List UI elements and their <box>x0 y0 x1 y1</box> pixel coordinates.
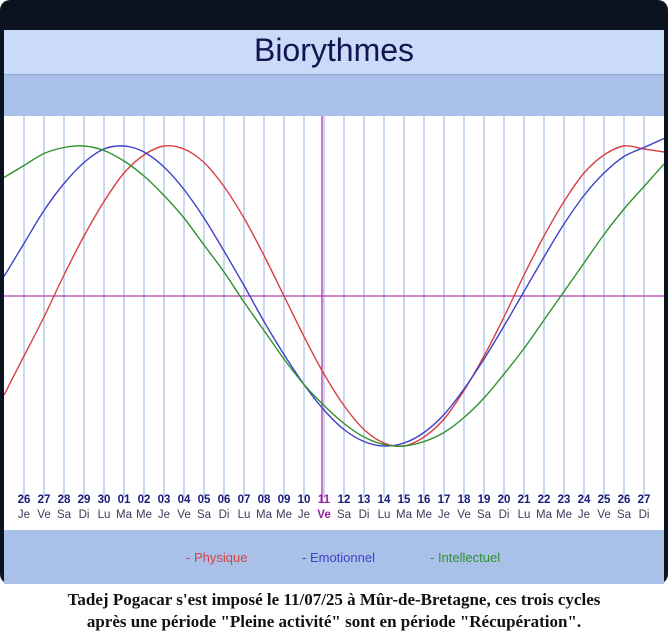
x-tick-weekday: Sa <box>337 509 352 521</box>
x-tick-day: 05 <box>198 494 211 506</box>
x-tick-day: 07 <box>238 494 251 506</box>
x-tick-weekday: Je <box>578 509 590 521</box>
x-tick-weekday: Sa <box>477 509 492 521</box>
x-tick-weekday: Lu <box>98 509 111 521</box>
caption-line-2: après une période "Pleine activité" sont… <box>86 612 582 631</box>
legend-item-emotionnel: - Emotionnel <box>302 550 375 565</box>
x-tick-weekday: Sa <box>57 509 72 521</box>
x-tick-day: 01 <box>118 494 131 506</box>
x-tick-day: 18 <box>458 494 471 506</box>
x-tick-day: 22 <box>538 494 551 506</box>
x-tick-day: 02 <box>138 494 151 506</box>
x-tick-weekday: Ma <box>256 509 273 521</box>
x-tick-weekday: Me <box>556 509 572 521</box>
x-tick-day: 23 <box>558 494 571 506</box>
x-tick-day: 08 <box>258 494 271 506</box>
legend-item-intellectuel: - Intellectuel <box>430 550 501 565</box>
x-tick-weekday: Ve <box>37 509 50 521</box>
chart-frame: Biorythmes 26 Je 27 Ve 28 Sa 29 Di 30 Lu 01 Ma 02 Me 0… <box>0 0 668 584</box>
x-tick-day: 13 <box>358 494 371 506</box>
x-tick-weekday: Di <box>499 509 510 521</box>
x-tick-day: 03 <box>158 494 171 506</box>
x-tick-day: 17 <box>438 494 451 506</box>
x-tick-weekday: Ve <box>597 509 610 521</box>
caption: Tadej Pogacar s'est imposé le 11/07/25 à… <box>0 589 668 633</box>
x-tick-weekday: Me <box>416 509 432 521</box>
x-tick-day: 19 <box>478 494 491 506</box>
caption-line-1: Tadej Pogacar s'est imposé le 11/07/25 à… <box>67 590 601 609</box>
x-tick-weekday: Ve <box>317 509 330 521</box>
x-tick-day: 24 <box>578 494 591 506</box>
x-tick-day: 15 <box>398 494 411 506</box>
biorhythm-plot: 26 Je 27 Ve 28 Sa 29 Di 30 Lu 01 Ma 02 Me 03 Je 04 Ve 05 Sa… <box>4 116 664 530</box>
plot-background <box>4 116 664 530</box>
x-tick-weekday: Je <box>298 509 310 521</box>
x-tick-weekday: Ve <box>457 509 470 521</box>
x-tick-weekday: Di <box>79 509 90 521</box>
legend-item-physique: - Physique <box>186 550 248 565</box>
x-tick-day: 29 <box>78 494 91 506</box>
series-line-emotionnel <box>4 137 664 447</box>
x-tick-day: 27 <box>638 494 651 506</box>
chart-panel: Biorythmes 26 Je 27 Ve 28 Sa 29 Di 30 Lu 01 Ma 02 Me 0… <box>4 30 664 584</box>
x-tick-weekday: Me <box>276 509 292 521</box>
x-tick-day: 09 <box>278 494 291 506</box>
x-tick-weekday: Je <box>438 509 450 521</box>
x-tick-day: 10 <box>298 494 311 506</box>
x-tick-day: 30 <box>98 494 111 506</box>
x-tick-day: 26 <box>618 494 631 506</box>
x-tick-weekday: Je <box>18 509 30 521</box>
x-tick-weekday: Di <box>359 509 370 521</box>
x-tick-weekday: Me <box>136 509 152 521</box>
x-tick-day: 26 <box>18 494 31 506</box>
x-tick-weekday: Lu <box>518 509 531 521</box>
x-tick-weekday: Ma <box>396 509 413 521</box>
x-tick-day: 14 <box>378 494 391 506</box>
x-tick-day: 04 <box>178 494 191 506</box>
x-tick-day: 11 <box>318 494 331 506</box>
x-tick-day: 25 <box>598 494 611 506</box>
x-tick-weekday: Sa <box>617 509 632 521</box>
x-tick-day: 06 <box>218 494 231 506</box>
x-tick-day: 28 <box>58 494 71 506</box>
x-tick-day: 27 <box>38 494 51 506</box>
title-strip: Biorythmes <box>4 30 664 75</box>
x-tick-weekday: Sa <box>197 509 212 521</box>
x-tick-weekday: Di <box>639 509 650 521</box>
x-tick-day: 20 <box>498 494 511 506</box>
x-tick-weekday: Di <box>219 509 230 521</box>
x-tick-day: 16 <box>418 494 431 506</box>
series-line-intellectuel <box>4 145 664 447</box>
x-tick-day: 12 <box>338 494 351 506</box>
series-line-physique <box>4 144 664 448</box>
chart-title: Biorythmes <box>253 32 415 68</box>
x-tick-weekday: Lu <box>378 509 391 521</box>
x-tick-day: 21 <box>518 494 531 506</box>
x-tick-weekday: Ve <box>177 509 190 521</box>
x-tick-weekday: Je <box>158 509 170 521</box>
x-tick-weekday: Ma <box>116 509 133 521</box>
x-tick-weekday: Ma <box>536 509 553 521</box>
chart-legend: - Physique - Emotionnel - Intellectuel <box>4 550 664 570</box>
x-tick-weekday: Lu <box>238 509 251 521</box>
